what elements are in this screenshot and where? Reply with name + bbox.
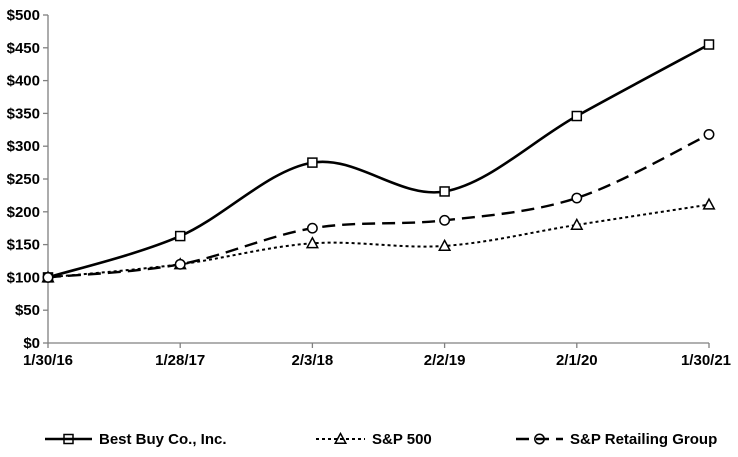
svg-text:$50: $50 [15, 302, 40, 319]
svg-text:$300: $300 [7, 138, 40, 155]
svg-text:$200: $200 [7, 204, 40, 221]
circle-marker-dashed-line-icon [516, 433, 563, 445]
legend-item-best-buy: Best Buy Co., Inc. [45, 428, 227, 450]
legend-item-sp-retailing: S&P Retailing Group [516, 428, 717, 450]
svg-text:2/1/20: 2/1/20 [556, 352, 598, 369]
svg-text:$400: $400 [7, 73, 40, 90]
svg-text:2/3/18: 2/3/18 [292, 352, 334, 369]
performance-chart-canvas: $0 $50 $100 $150 $200 $250 $300 $350 $400 $450 $50… [7, 7, 731, 369]
square-marker-solid-line-icon [45, 433, 92, 445]
svg-text:$0: $0 [23, 335, 40, 352]
svg-text:$150: $150 [7, 237, 40, 254]
legend-label-sp-retailing: S&P Retailing Group [570, 430, 718, 448]
svg-text:1/28/17: 1/28/17 [155, 352, 205, 369]
legend-label-best-buy: Best Buy Co., Inc. [99, 430, 227, 448]
svg-text:1/30/16: 1/30/16 [23, 352, 73, 369]
svg-text:$250: $250 [7, 171, 40, 188]
legend-item-sp500: S&P 500 [316, 428, 432, 450]
svg-text:$100: $100 [7, 269, 40, 286]
svg-text:$450: $450 [7, 40, 40, 57]
chart-legend: Best Buy Co., Inc. S&P 500 S&P Retailing… [0, 428, 738, 454]
triangle-marker-dotted-line-icon [316, 432, 365, 445]
svg-text:$500: $500 [7, 7, 40, 24]
legend-label-sp500: S&P 500 [372, 430, 432, 448]
svg-text:1/30/21: 1/30/21 [681, 352, 731, 369]
svg-text:$350: $350 [7, 105, 40, 122]
svg-text:2/2/19: 2/2/19 [424, 352, 466, 369]
